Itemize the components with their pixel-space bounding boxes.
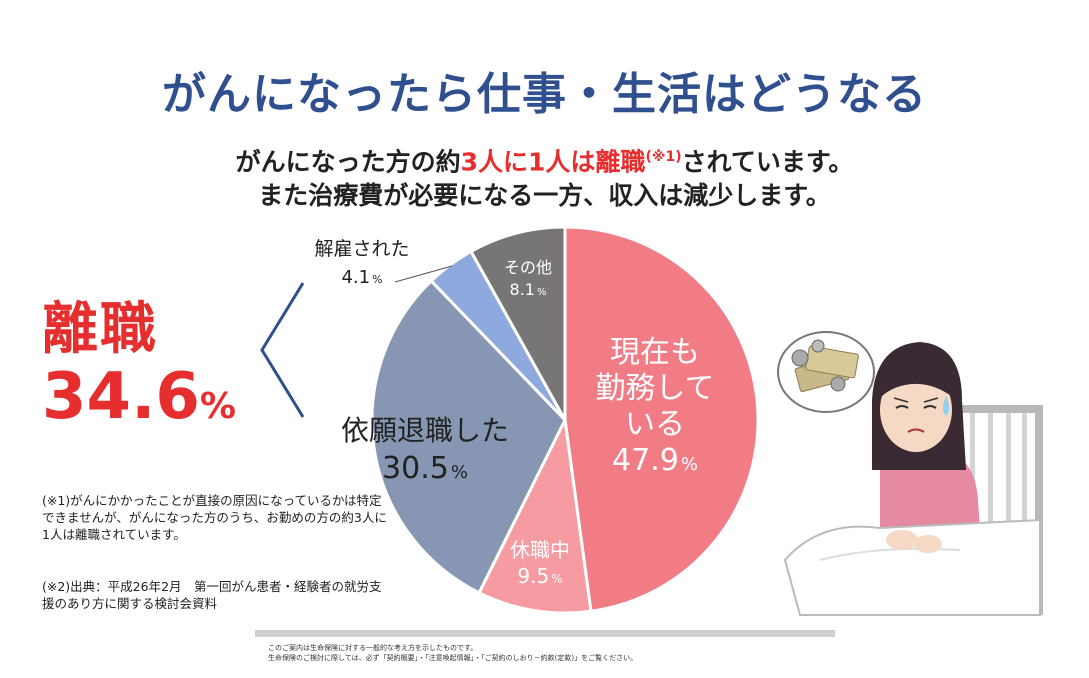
footnote-2: (※2)出典：平成26年2月 第一回がん患者・経験者の就労支援のあり方に関する検… xyxy=(42,579,382,611)
rishoku-label: 離職 xyxy=(42,297,158,362)
slice-label: その他 xyxy=(504,258,552,277)
subtitle-line2: また治療費が必要になる一方、収入は減少します。 xyxy=(258,181,831,211)
slice-label: 勤務して xyxy=(595,371,714,406)
slice-value-label: 8.1% xyxy=(510,280,547,299)
rishoku-number: 34.6 xyxy=(42,360,200,434)
pie-slice xyxy=(563,225,760,613)
footer-line-2: 生命保険のご検討に際しては、必ず「契約概要」・「注意喚起情報」・「ご契約のしおり… xyxy=(268,654,638,662)
slice-value-label: 9.5% xyxy=(517,564,562,588)
footer-divider xyxy=(255,630,835,637)
footer-disclaimer: このご案内は生命保険に対する一般的な考え方を示したものです。 生命保険のご検討に… xyxy=(268,643,828,663)
page-title: がんになったら仕事・生活はどうなる xyxy=(162,69,927,120)
slice-value-label: 30.5% xyxy=(382,451,468,486)
pie-slice xyxy=(477,414,593,615)
rishoku-bracket xyxy=(260,282,305,418)
footnote-1: (※1)がんにかかったことが直接の原因になっているかは特定できませんが、がんにな… xyxy=(42,493,387,542)
slice-label: 休職中 xyxy=(510,538,570,562)
slice-value-label: 47.9% xyxy=(612,443,698,478)
slice-value-label: 4.1% xyxy=(341,267,382,288)
slice-label: 現在も xyxy=(610,335,700,370)
subtitle-highlight: 3人に1人は離職 xyxy=(460,147,646,177)
slice-label: いる xyxy=(625,407,685,442)
subtitle-line1: がんになった方の約3人に1人は離職(※1)されています。 xyxy=(0,140,1089,179)
subtitle-post: されています。 xyxy=(681,147,854,177)
slice-label: 解雇された xyxy=(314,238,409,260)
leader-line xyxy=(394,265,453,283)
pie-slice xyxy=(469,225,567,426)
footer-line-1: このご案内は生命保険に対する一般的な考え方を示したものです。 xyxy=(268,644,478,652)
sick-person-illustration xyxy=(777,331,1043,616)
subtitle-pre: がんになった方の約 xyxy=(235,147,461,177)
subtitle: がんになった方の約3人に1人は離職(※1)されています。 また治療費が必要になる… xyxy=(0,140,1089,213)
subtitle-note: (※1) xyxy=(645,149,682,165)
slice-label: 依願退職した xyxy=(341,414,509,447)
pie-slice xyxy=(370,278,567,595)
rishoku-unit: % xyxy=(199,386,236,427)
rishoku-value: 34.6% xyxy=(42,360,236,434)
